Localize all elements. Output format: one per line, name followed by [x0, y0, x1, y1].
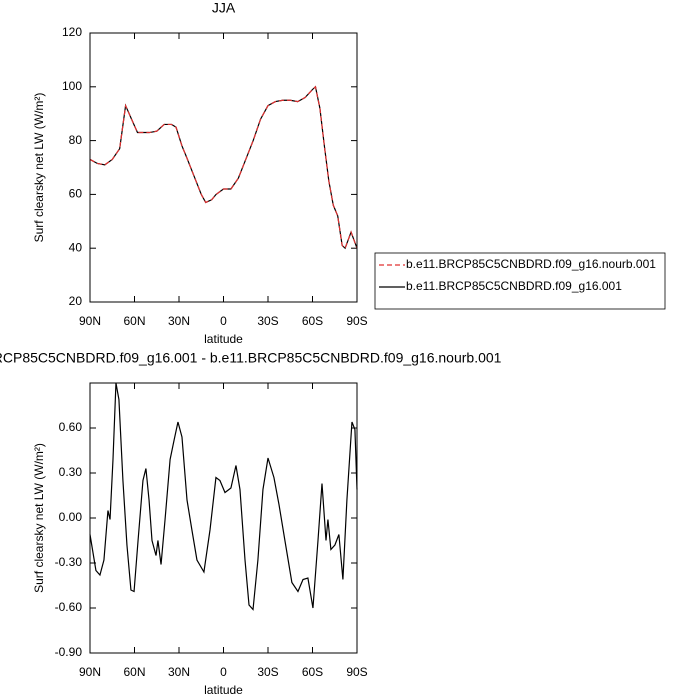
y-tick-label: 40 — [69, 240, 83, 254]
y-tick-label: 0.00 — [59, 510, 83, 524]
y-tick-label: 80 — [69, 133, 83, 147]
y-tick-label: 60 — [69, 187, 83, 201]
plot-frame — [89, 32, 358, 303]
x-tick-label: 60S — [302, 314, 323, 328]
x-tick-label: 60N — [123, 314, 145, 328]
x-axis-label: latitude — [204, 332, 243, 346]
x-tick-label: 60S — [302, 665, 323, 679]
x-axis-label: latitude — [204, 683, 243, 697]
plot-frame — [89, 382, 358, 654]
y-tick-label: 0.60 — [59, 420, 83, 434]
data-line — [89, 85, 358, 250]
x-tick-label: 30S — [257, 314, 278, 328]
y-tick-label: 120 — [62, 25, 82, 39]
y-tick-label: -0.30 — [55, 555, 83, 569]
legend-label: b.e11.BRCP85C5CNBDRD.f09_g16.001 — [406, 279, 622, 293]
y-tick-label: -0.90 — [55, 645, 83, 659]
x-tick-label: 0 — [220, 314, 227, 328]
x-tick-label: 90N — [79, 665, 101, 679]
x-tick-label: 60N — [123, 665, 145, 679]
legend-box — [374, 252, 666, 310]
x-tick-label: 0 — [220, 665, 227, 679]
y-tick-label: 100 — [62, 79, 82, 93]
x-tick-label: 30N — [168, 665, 190, 679]
x-tick-label: 90N — [79, 314, 101, 328]
y-axis-label: Surf clearsky net LW (W/m²) — [32, 443, 46, 593]
legend-label: b.e11.BRCP85C5CNBDRD.f09_g16.nourb.001 — [406, 257, 656, 271]
x-tick-label: 30N — [168, 314, 190, 328]
y-tick-label: -0.60 — [55, 600, 83, 614]
y-tick-label: 0.30 — [59, 465, 83, 479]
y-tick-label: 20 — [69, 294, 83, 308]
chart-title: JJA — [212, 0, 236, 16]
chart-title: b.e11.BRCP85C5CNBDRD.f09_g16.001 - b.e11… — [0, 350, 502, 366]
data-line — [89, 85, 358, 250]
x-tick-label: 90S — [346, 314, 367, 328]
data-line — [89, 382, 358, 611]
y-axis-label: Surf clearsky net LW (W/m²) — [32, 93, 46, 243]
x-tick-label: 90S — [346, 665, 367, 679]
x-tick-label: 30S — [257, 665, 278, 679]
